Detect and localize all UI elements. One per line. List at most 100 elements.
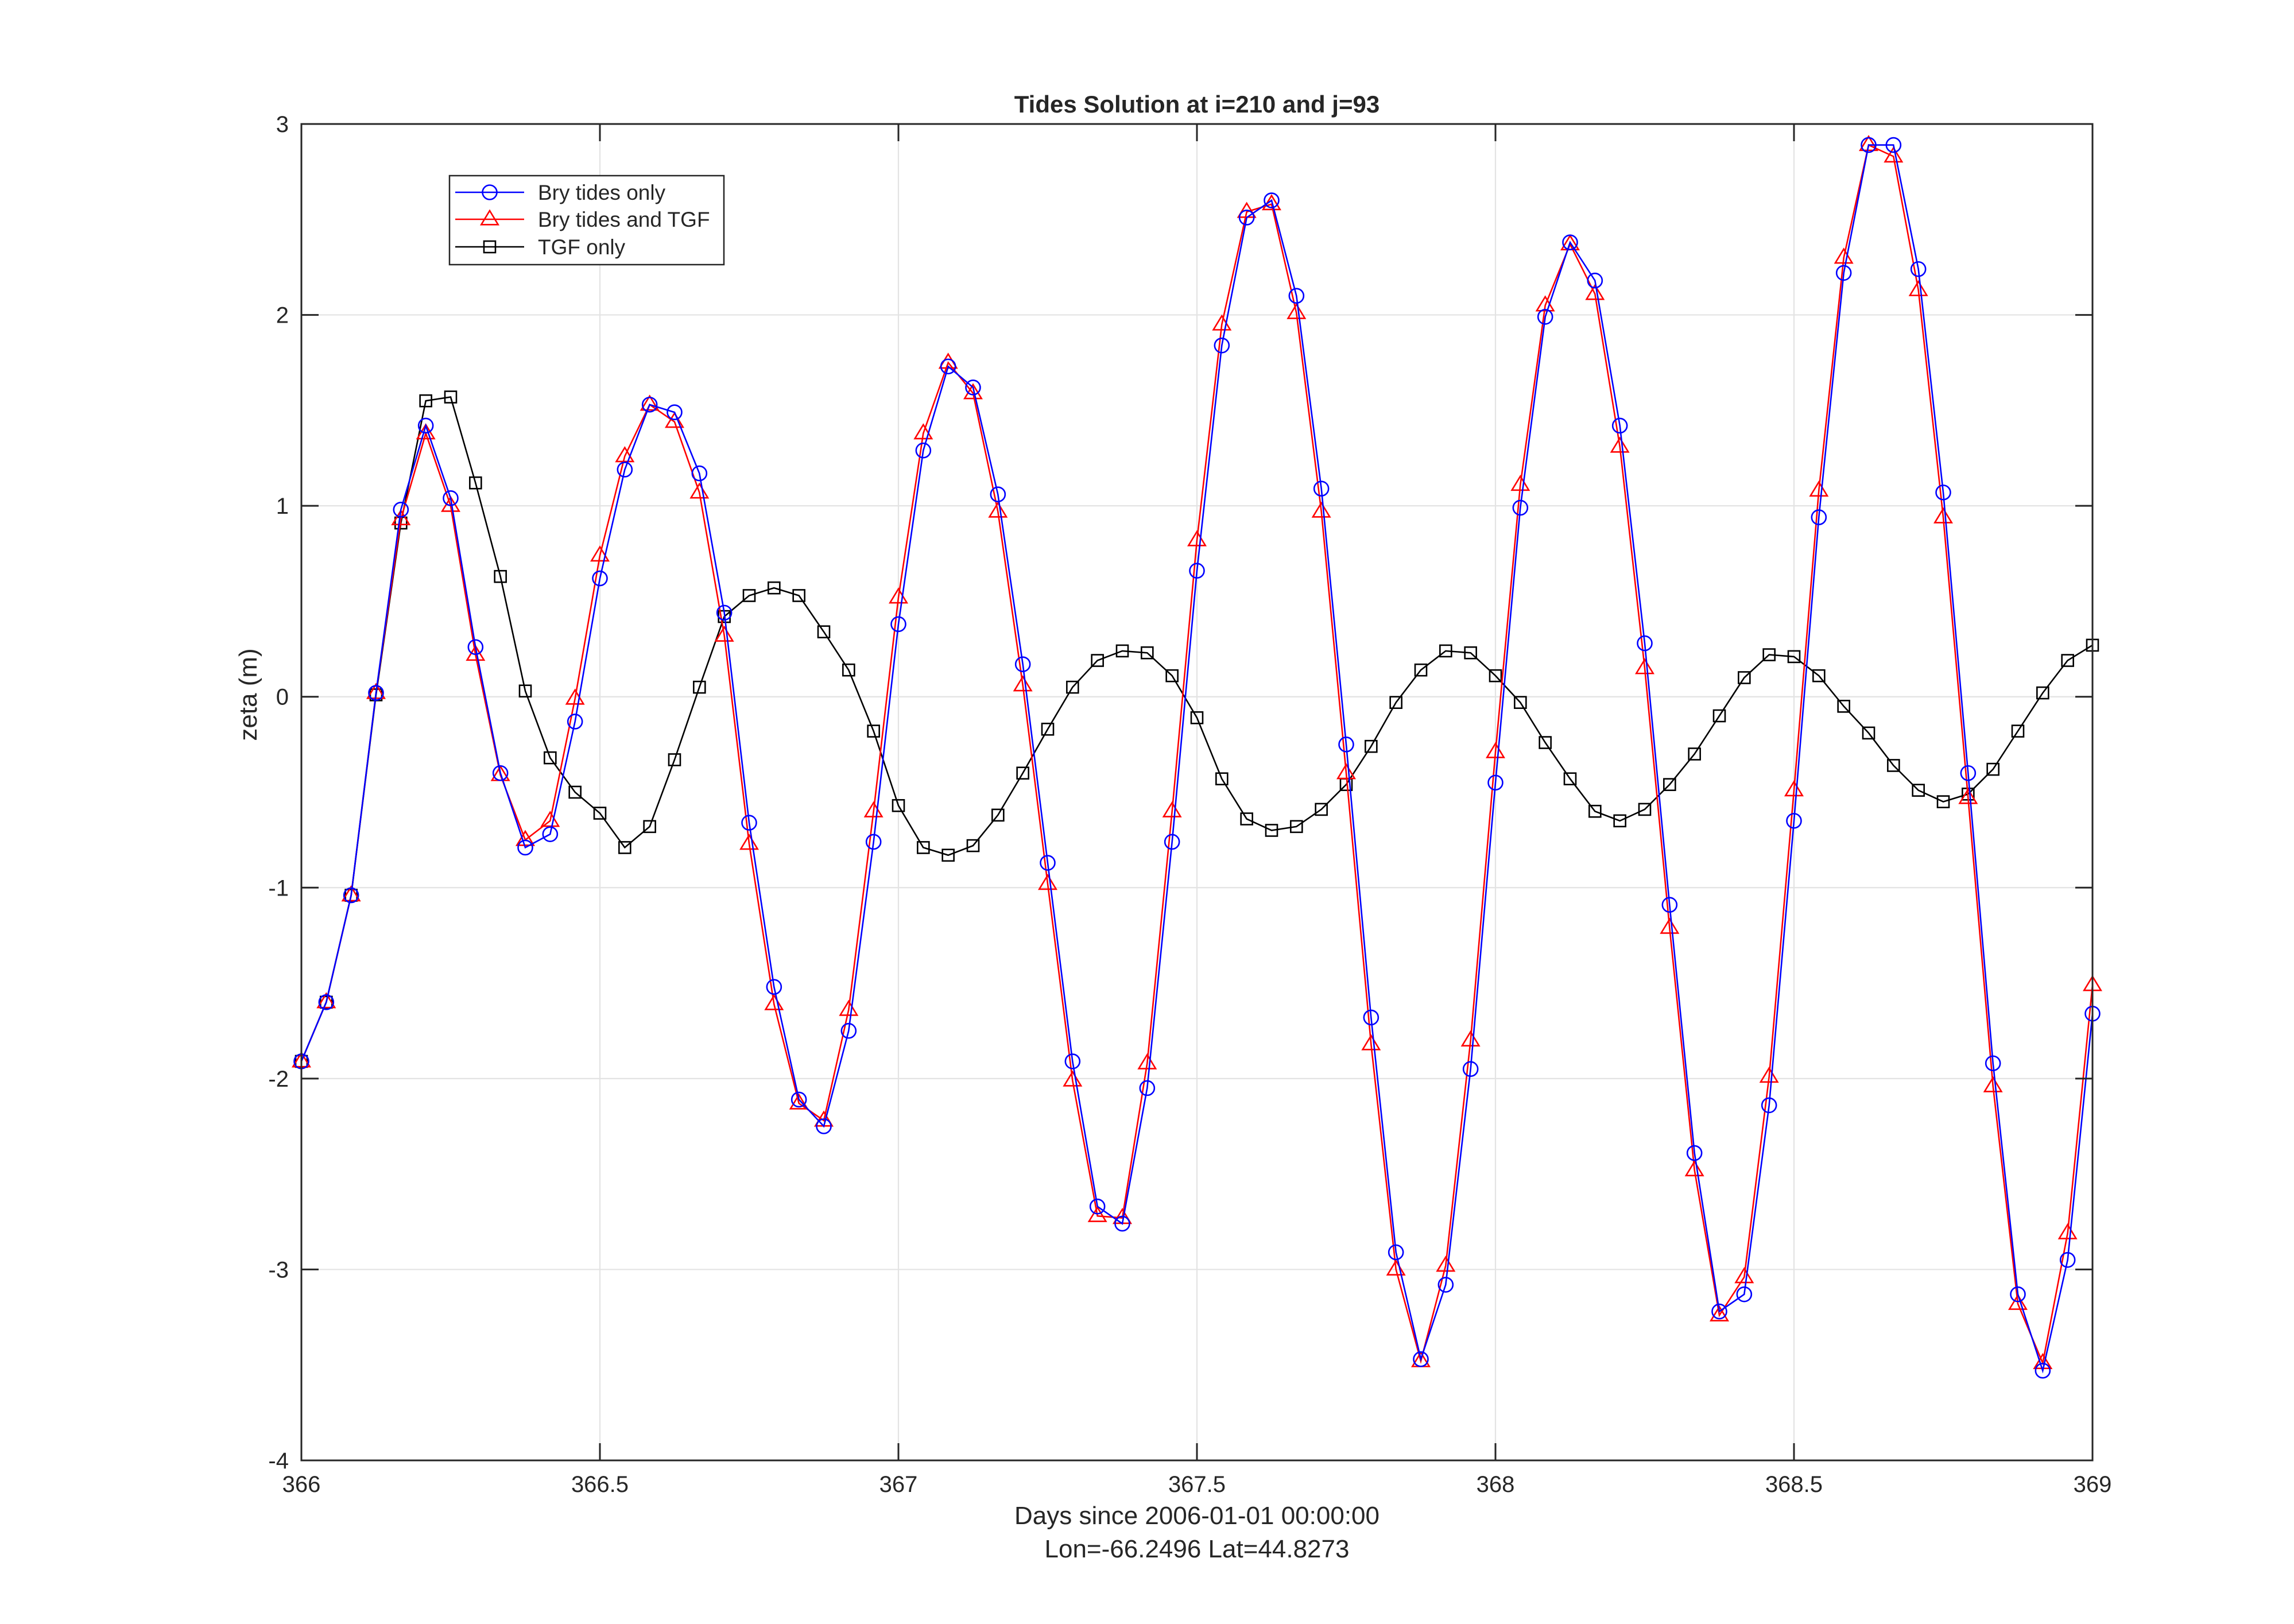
y-tick-label: 2	[276, 303, 289, 328]
data-point	[1462, 1061, 1479, 1078]
series-line	[300, 144, 2094, 1374]
data-point	[593, 807, 607, 820]
data-point	[666, 404, 683, 420]
data-point	[368, 685, 384, 701]
data-point	[691, 465, 708, 482]
data-point	[915, 442, 932, 459]
data-point	[817, 625, 831, 638]
chart-title: Tides Solution at i=210 and j=93	[1014, 91, 1380, 118]
data-point	[892, 799, 905, 812]
data-point	[1141, 646, 1154, 660]
data-point	[1862, 726, 1876, 740]
data-point	[1338, 737, 1354, 753]
data-point	[443, 490, 459, 506]
data-point	[1663, 778, 1676, 791]
data-point	[1510, 475, 1530, 491]
data-point	[417, 417, 434, 434]
data-point	[419, 394, 432, 408]
data-point	[716, 604, 733, 621]
data-point	[1837, 700, 1850, 713]
data-point	[640, 394, 660, 411]
data-point	[1063, 1070, 1083, 1087]
data-point	[2010, 1286, 2026, 1303]
data-point	[1537, 309, 1553, 325]
data-point	[1414, 663, 1428, 677]
y-tick-label: -4	[268, 1448, 289, 1474]
data-point	[1734, 1267, 1754, 1284]
data-point	[1041, 722, 1055, 736]
data-point	[544, 751, 557, 765]
data-point	[664, 412, 685, 428]
data-point	[492, 765, 509, 781]
data-point	[890, 616, 906, 633]
data-point	[1485, 742, 1506, 758]
data-point	[617, 462, 633, 478]
x-axis-label: Days since 2006-01-01 00:00:00	[1014, 1502, 1380, 1530]
data-point	[2057, 1223, 2078, 1239]
data-point	[444, 390, 458, 404]
data-point	[467, 639, 484, 656]
data-point	[1761, 1097, 1777, 1114]
series-layer	[291, 135, 2103, 1379]
data-point	[618, 841, 631, 854]
data-point	[1165, 669, 1179, 683]
series-bry-tides-only	[293, 137, 2101, 1379]
data-point	[1215, 772, 1229, 786]
data-point	[469, 476, 482, 490]
data-point	[1290, 820, 1303, 834]
data-point	[1634, 658, 1655, 675]
y-tick-label: 3	[276, 112, 289, 137]
data-point	[1389, 696, 1402, 709]
data-point	[393, 501, 409, 518]
x-tick-label: 366.5	[571, 1472, 629, 1497]
data-point	[913, 423, 933, 440]
data-point	[1912, 784, 1925, 797]
data-point	[1684, 1160, 1704, 1177]
x-tick-label: 367	[879, 1472, 918, 1497]
data-point	[768, 581, 781, 595]
data-point	[1313, 480, 1330, 497]
data-point	[1064, 1053, 1081, 1069]
x-tick-label: 366	[282, 1472, 321, 1497]
data-point	[1786, 813, 1802, 829]
series-line	[300, 396, 2093, 1062]
data-point	[741, 815, 757, 831]
data-point	[1514, 696, 1527, 709]
data-point	[1787, 650, 1801, 664]
data-point	[1040, 855, 1056, 871]
data-point	[966, 839, 980, 852]
ticks: 366 366.5 367 367.5 368 368.5 369 -4 -3 -2 -1 0 1 2 3	[268, 112, 2111, 1497]
data-point	[1986, 762, 2000, 776]
data-point	[764, 994, 784, 1010]
data-point	[1439, 644, 1452, 658]
data-point	[1861, 137, 1877, 153]
data-point	[1365, 739, 1378, 753]
data-point	[1660, 917, 1680, 934]
data-point	[1936, 795, 1950, 808]
data-point	[1858, 135, 1879, 152]
legend-marker	[479, 209, 500, 226]
data-point	[1935, 485, 1951, 501]
y-tick-label: 0	[276, 685, 289, 710]
legend: Bry tides only Bry tides and TGF TGF only	[448, 175, 725, 266]
data-point	[965, 379, 981, 396]
data-point	[1512, 499, 1529, 516]
data-point	[1887, 759, 1900, 772]
data-point	[1562, 234, 1578, 250]
legend-label: TGF only	[538, 235, 626, 259]
data-point	[1286, 303, 1307, 319]
data-point	[714, 625, 734, 642]
y-tick-label: -1	[268, 875, 289, 901]
data-point	[1164, 834, 1180, 850]
data-point	[1137, 1053, 1157, 1069]
data-point	[1114, 1215, 1130, 1232]
data-point	[1189, 563, 1205, 579]
data-point	[1016, 766, 1029, 780]
data-point	[1288, 288, 1305, 304]
data-point	[1436, 1255, 1456, 1272]
data-point	[1885, 137, 1902, 153]
data-point	[1336, 763, 1357, 780]
grid	[301, 124, 2092, 1460]
legend-label: Bry tides only	[538, 181, 666, 204]
data-point	[1762, 648, 1776, 661]
